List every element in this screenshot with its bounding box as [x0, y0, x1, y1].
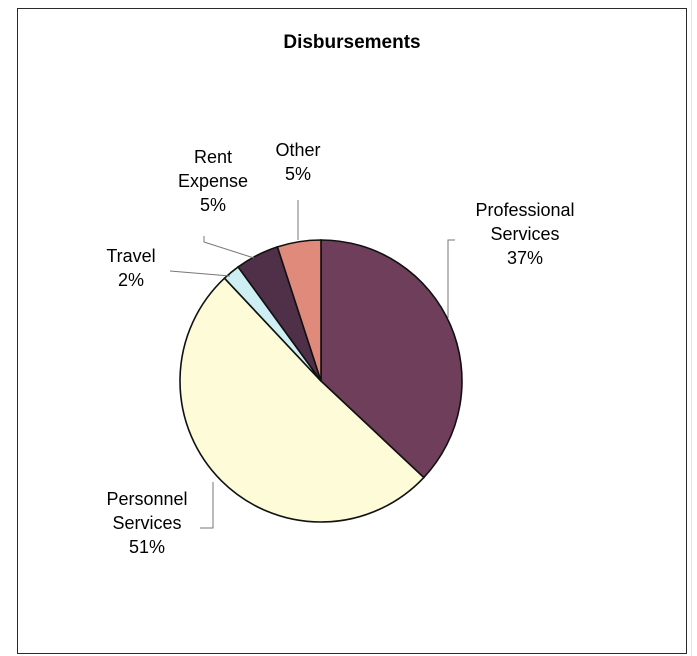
page-edge-line	[691, 0, 692, 656]
data-label-name: Personnel	[106, 489, 187, 509]
data-label: Personnel Services 51%	[106, 489, 187, 557]
data-label: Rent Expense 5%	[178, 147, 248, 215]
leader-lines	[169, 200, 455, 529]
slice-labels: Professional Services 37% Personnel Services…	[106, 140, 574, 557]
data-label-name: Other	[275, 140, 320, 160]
data-label-name: Services	[490, 224, 559, 244]
data-label: Other 5%	[275, 140, 320, 184]
pie-slice-personnel-services	[179, 277, 425, 523]
leader-line	[203, 236, 255, 259]
data-label-percent: 5%	[285, 164, 311, 184]
data-label-name: Travel	[106, 246, 155, 266]
chart-title: Disbursements	[283, 32, 420, 53]
pie-slices	[179, 239, 463, 523]
data-label-percent: 51%	[129, 537, 165, 557]
pie-slice-other	[276, 239, 322, 382]
data-label-name: Services	[112, 513, 181, 533]
data-label-name: Professional	[475, 200, 574, 220]
data-label: Travel 2%	[106, 246, 155, 290]
pie-slice-professional-services	[320, 239, 463, 479]
data-label-name: Expense	[178, 171, 248, 191]
data-label-percent: 37%	[507, 248, 543, 268]
leader-line	[200, 482, 214, 529]
data-label-name: Rent	[194, 147, 232, 167]
data-label-percent: 5%	[200, 195, 226, 215]
leader-line	[447, 239, 455, 318]
data-label-percent: 2%	[118, 270, 144, 290]
leader-line	[169, 270, 231, 277]
data-label: Professional Services 37%	[475, 200, 574, 268]
